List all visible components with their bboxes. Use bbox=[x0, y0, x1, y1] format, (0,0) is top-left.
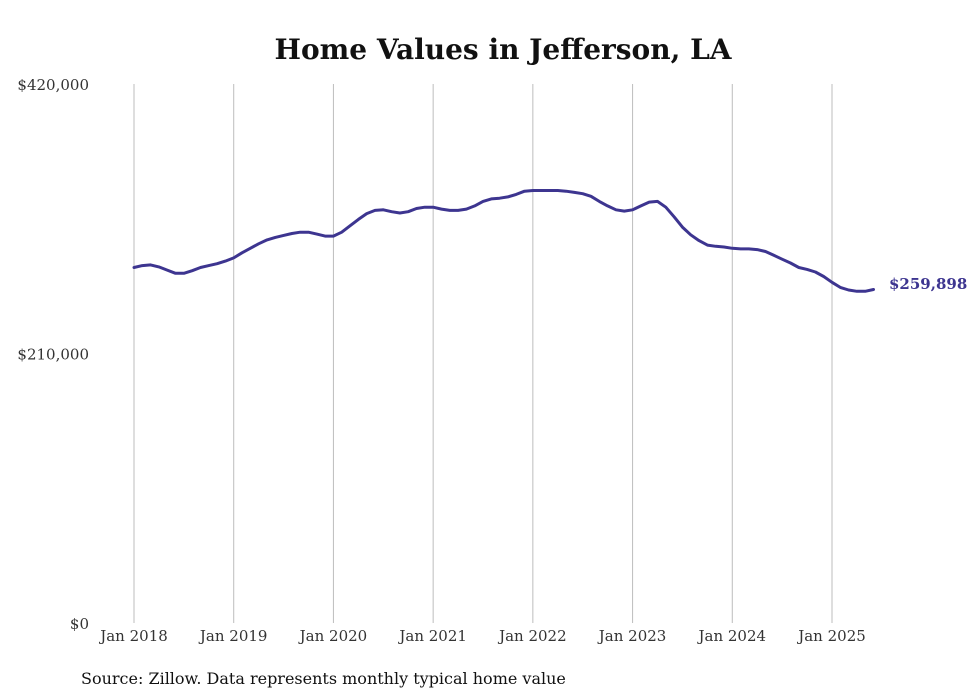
y-tick-label: $210,000 bbox=[17, 346, 89, 364]
x-tick-label: Jan 2023 bbox=[597, 627, 667, 645]
series-line bbox=[132, 189, 875, 293]
x-tick-label: Jan 2021 bbox=[397, 627, 467, 645]
x-tick-label: Jan 2025 bbox=[796, 627, 866, 645]
y-tick-label: $0 bbox=[70, 615, 89, 633]
x-tick-label: Jan 2022 bbox=[497, 627, 567, 645]
x-axis-ticks: Jan 2018 Jan 2019 Jan 2020 Jan 2021 Jan 2022… bbox=[98, 627, 866, 645]
x-tick-label: Jan 2018 bbox=[98, 627, 168, 645]
y-tick-label: $420,000 bbox=[17, 76, 89, 94]
x-tick-label: Jan 2020 bbox=[298, 627, 368, 645]
grid-lines bbox=[133, 84, 833, 623]
y-axis-ticks: $0 $210,000 $420,000 bbox=[17, 76, 89, 633]
end-value-label: $259,898 bbox=[889, 275, 967, 293]
source-note: Source: Zillow. Data represents monthly … bbox=[81, 669, 566, 688]
x-tick-label: Jan 2019 bbox=[198, 627, 268, 645]
x-tick-label: Jan 2024 bbox=[697, 627, 767, 645]
chart-title: Home Values in Jefferson, LA bbox=[275, 33, 733, 66]
